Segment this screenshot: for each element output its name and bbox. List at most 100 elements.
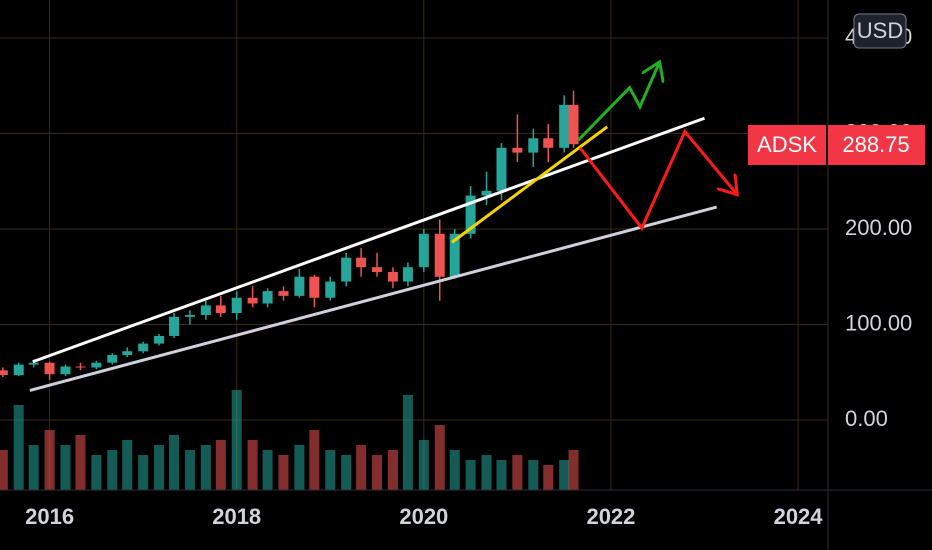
candle-body xyxy=(215,305,226,314)
volume-bar xyxy=(215,440,226,490)
volume-bar xyxy=(107,450,118,490)
trend-drawing xyxy=(578,128,737,231)
currency-box[interactable] xyxy=(853,13,907,49)
x-tick-label: 2022 xyxy=(586,504,635,529)
trend-drawing xyxy=(29,205,718,392)
volume-bar xyxy=(184,450,195,490)
candle-body xyxy=(200,305,211,315)
trend-drawing xyxy=(577,62,659,142)
volume-bar xyxy=(28,445,39,490)
volume-bar xyxy=(402,395,413,490)
candle-body xyxy=(568,104,579,145)
volume-bar xyxy=(0,450,8,490)
currency: USD xyxy=(857,18,903,43)
symbol: ADSK xyxy=(757,132,817,157)
candle-body xyxy=(543,138,554,148)
x-tick-label: 2016 xyxy=(25,504,74,529)
candle-body xyxy=(372,267,383,272)
candle-body xyxy=(309,276,320,298)
candle-body xyxy=(402,267,413,282)
volume-bar xyxy=(278,455,289,490)
candle-body xyxy=(13,364,24,376)
candle-body xyxy=(512,147,523,153)
volume-bar xyxy=(309,430,320,490)
volume-bar xyxy=(154,445,165,490)
candle-body xyxy=(325,281,336,298)
candle-body xyxy=(107,355,118,363)
volume-bar xyxy=(496,460,507,490)
volume-bar xyxy=(60,445,71,490)
volume-bar xyxy=(465,460,476,490)
volume-bar xyxy=(341,455,352,490)
volume-bar xyxy=(138,455,149,490)
candle-body xyxy=(91,362,102,368)
candle-body xyxy=(28,362,39,365)
candle-body xyxy=(262,291,273,304)
volume-bar xyxy=(91,455,102,490)
volume-bar xyxy=(449,450,460,490)
candle-body xyxy=(481,190,492,196)
candle-body xyxy=(154,335,165,344)
candle-body xyxy=(278,291,289,296)
volume-bar xyxy=(528,460,539,490)
volume-bar xyxy=(122,440,133,490)
trend-drawing xyxy=(450,125,609,244)
volume-bar xyxy=(559,460,570,490)
candle-body xyxy=(44,362,55,375)
candle-body xyxy=(434,233,445,277)
candle-body xyxy=(387,271,398,282)
y-tick-label: 0.00 xyxy=(845,406,888,431)
volume-bar xyxy=(247,440,258,490)
volume-bar xyxy=(512,455,523,490)
volume-bar xyxy=(325,450,336,490)
volume-bar xyxy=(543,465,554,490)
volume-bar xyxy=(169,435,180,490)
candle-body xyxy=(138,343,149,352)
grid xyxy=(0,0,828,490)
volume-bar xyxy=(75,435,86,490)
volume-bar xyxy=(200,445,211,490)
candle-body xyxy=(528,138,539,153)
candle-body xyxy=(341,257,352,282)
candle-body xyxy=(184,314,195,317)
y-tick-label: 100.00 xyxy=(845,310,912,335)
volume xyxy=(0,390,579,490)
volume-bar xyxy=(387,450,398,490)
x-tick-label: 2018 xyxy=(212,504,261,529)
volume-bar xyxy=(434,425,445,490)
candle-body xyxy=(418,233,429,268)
y-tick-label: 200.00 xyxy=(845,215,912,240)
volume-bar xyxy=(356,445,367,490)
volume-bar xyxy=(13,405,24,490)
candle-body xyxy=(0,370,8,376)
volume-bar xyxy=(294,445,305,490)
price-box xyxy=(828,125,925,165)
volume-bar xyxy=(418,440,429,490)
candle-body xyxy=(169,316,180,336)
x-tick-label: 2020 xyxy=(399,504,448,529)
candle-body xyxy=(60,366,71,375)
candle-body xyxy=(294,276,305,296)
candles xyxy=(0,90,579,380)
volume-bar xyxy=(372,455,383,490)
volume-bar xyxy=(44,430,55,490)
symbol-box xyxy=(748,125,826,165)
volume-bar xyxy=(262,450,273,490)
candle-body xyxy=(231,297,242,314)
trend-drawing xyxy=(32,116,706,364)
last-price: 288.75 xyxy=(842,132,909,157)
candle-body xyxy=(247,297,258,304)
candle-body xyxy=(75,366,86,368)
candle-body xyxy=(449,233,460,277)
candle-body xyxy=(465,195,476,234)
volume-bar xyxy=(481,455,492,490)
candle-body xyxy=(559,104,570,148)
candle-body xyxy=(496,147,507,191)
drawings xyxy=(29,62,737,392)
x-tick-label: 2024 xyxy=(774,504,824,529)
volume-bar xyxy=(568,450,579,490)
candle-body xyxy=(122,351,133,356)
volume-bar xyxy=(231,390,242,490)
